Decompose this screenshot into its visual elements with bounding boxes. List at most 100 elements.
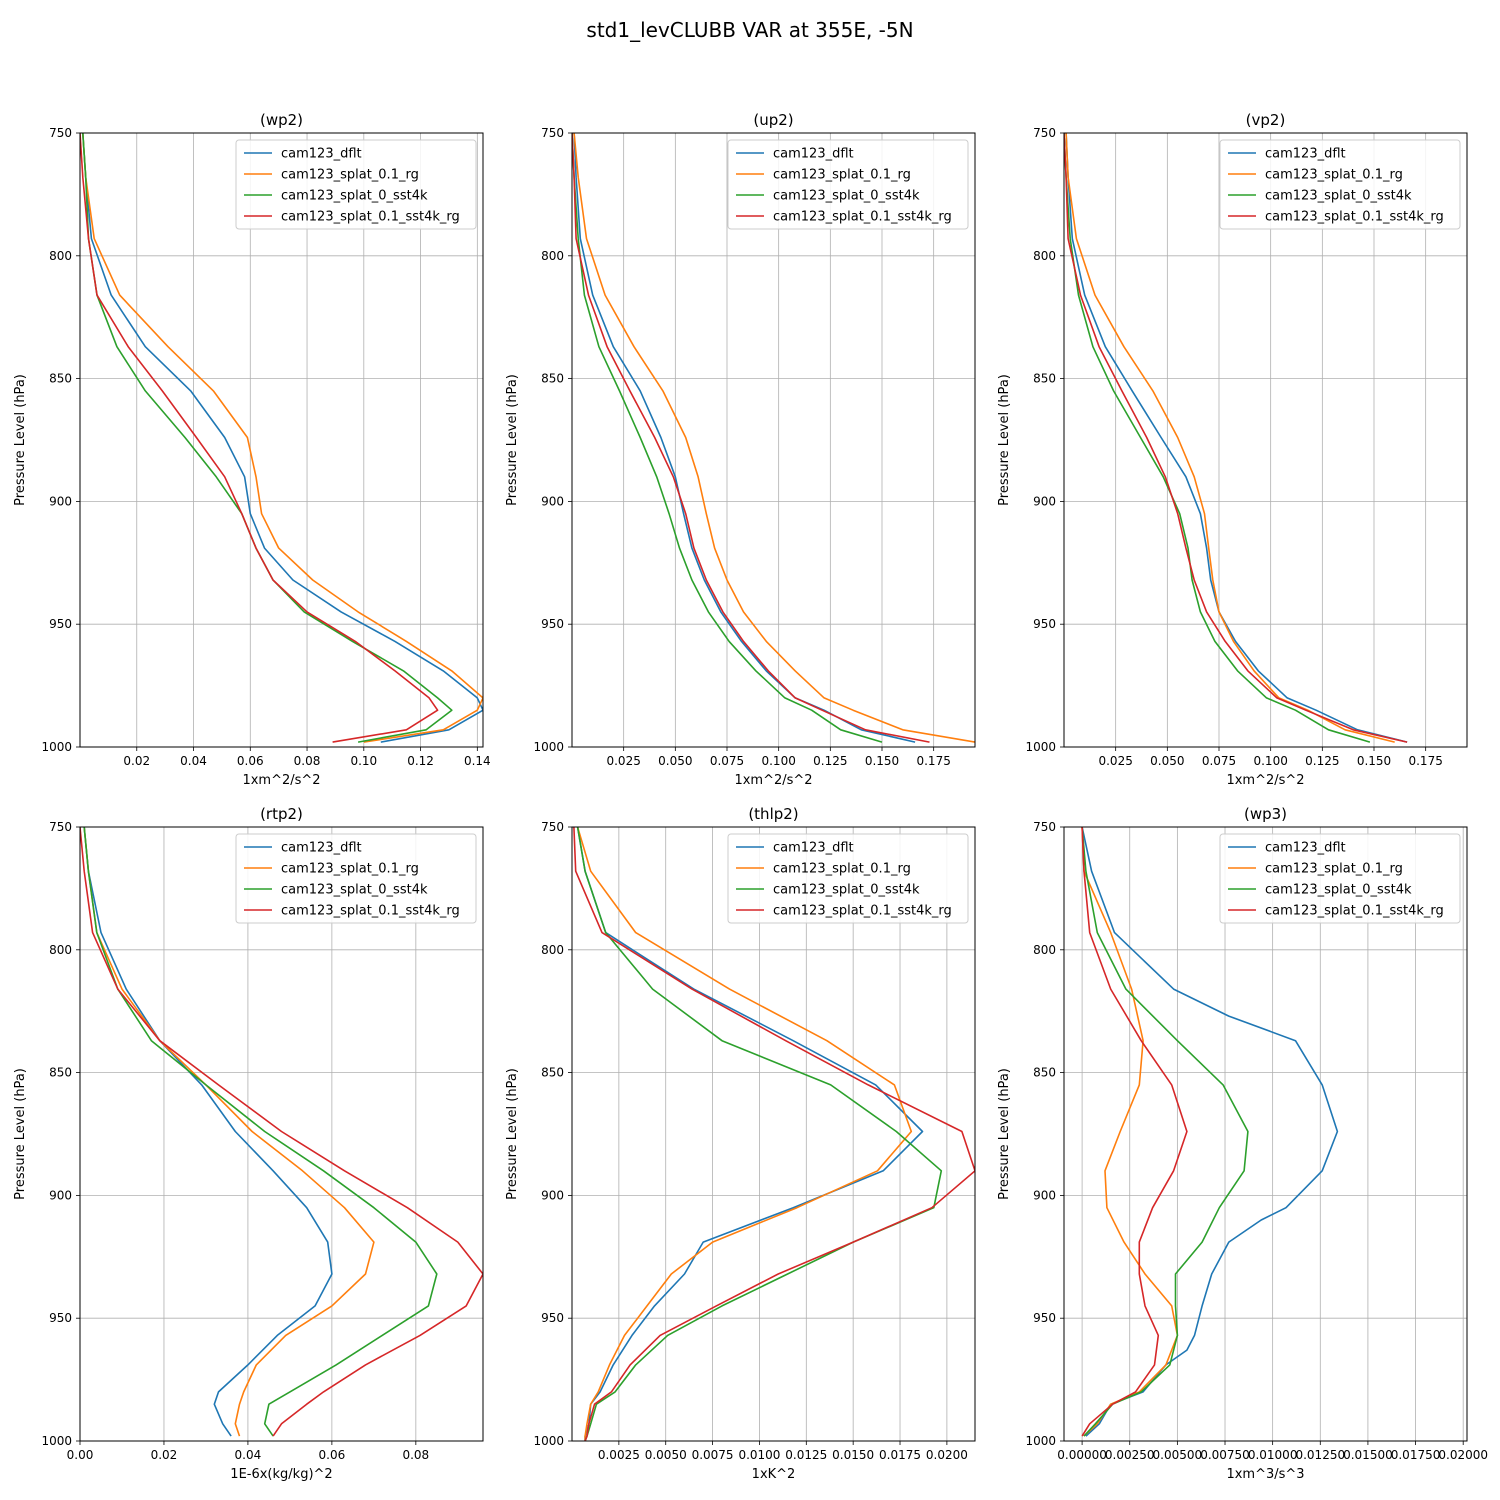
y-tick-label: 1000 xyxy=(41,1434,72,1448)
x-tick-label: 0.025 xyxy=(606,754,640,768)
plot-area xyxy=(80,133,483,747)
y-tick-label: 1000 xyxy=(533,1434,564,1448)
panel-title: (rtp2) xyxy=(260,805,303,823)
panel-title: (vp2) xyxy=(1246,111,1286,129)
legend-entry: cam123_splat_0.1_rg xyxy=(281,168,419,183)
x-tick-label: 0.125 xyxy=(813,754,847,768)
x-axis-label: 1xK^2 xyxy=(752,1467,796,1482)
series-line-cam123_splat_0_sst4k xyxy=(1064,133,1371,743)
legend-entry: cam123_splat_0_sst4k xyxy=(773,189,920,204)
y-tick-label: 850 xyxy=(49,372,72,386)
y-tick-label: 900 xyxy=(49,494,72,508)
x-axis-label: 1E-6x(kg/kg)^2 xyxy=(230,1467,332,1482)
x-tick-label: 0.04 xyxy=(235,1448,262,1462)
series-line-cam123_splat_0.1_sst4k_rg xyxy=(573,827,975,1441)
x-tick-label: 0.02 xyxy=(151,1448,178,1462)
x-tick-label: 0.08 xyxy=(294,754,321,768)
y-tick-label: 750 xyxy=(541,126,564,140)
x-tick-label: 0.0050 xyxy=(645,1448,687,1462)
axes-frame xyxy=(1063,132,1468,748)
y-tick-label: 1000 xyxy=(533,740,564,754)
axes-frame xyxy=(1063,826,1468,1442)
series-line-cam123_splat_0_sst4k xyxy=(1081,827,1249,1437)
y-tick-label: 750 xyxy=(49,820,72,834)
x-tick-label: 0.0100 xyxy=(738,1448,780,1462)
x-tick-label: 0.10 xyxy=(350,754,377,768)
panel-up2: 0.025 0.050 0.075 0.100 0.125 0.150 0.175 750 80… xyxy=(505,111,976,788)
x-tick-label: 0.00 xyxy=(67,1448,94,1462)
x-axis-label: 1xm^2/s^2 xyxy=(1226,773,1304,788)
y-tick-label: 800 xyxy=(541,249,564,263)
figure-title: std1_levCLUBB VAR at 355E, -5N xyxy=(586,18,913,42)
y-tick-label: 800 xyxy=(1033,943,1056,957)
y-tick-label: 800 xyxy=(541,943,564,957)
x-tick-label: 0.0075 xyxy=(692,1448,734,1462)
y-tick-label: 850 xyxy=(1033,1066,1056,1080)
legend-entry: cam123_dflt xyxy=(281,841,362,856)
legend-entry: cam123_splat_0.1_rg xyxy=(773,168,911,183)
x-tick-label: 0.150 xyxy=(865,754,899,768)
panel-title: (wp3) xyxy=(1244,805,1287,823)
legend-entry: cam123_dflt xyxy=(773,147,854,162)
series-line-cam123_splat_0_sst4k xyxy=(572,133,883,743)
x-tick-label: 0.06 xyxy=(319,1448,346,1462)
x-tick-label: 0.150 xyxy=(1357,754,1391,768)
legend-box xyxy=(1219,833,1461,924)
y-tick-label: 950 xyxy=(541,1311,564,1325)
axes-frame xyxy=(571,826,976,1442)
axes-frame xyxy=(79,826,484,1442)
panels: 0.02 0.04 0.06 0.08 0.10 0.12 0.14 750 800 850 900… xyxy=(13,111,1488,1482)
legend-entry: cam123_splat_0_sst4k xyxy=(281,883,428,898)
y-tick-label: 750 xyxy=(49,126,72,140)
panel-title: (up2) xyxy=(753,111,793,129)
x-tick-label: 0.02000 xyxy=(1438,1448,1488,1462)
x-tick-label: 0.0125 xyxy=(785,1448,827,1462)
panel-wp3: 0.000000.002500.005000.007500.010000.012… xyxy=(997,805,1488,1482)
legend-entry: cam123_dflt xyxy=(281,147,362,162)
series-line-cam123_splat_0.1_sst4k_rg xyxy=(572,133,930,743)
series-line-cam123_dflt xyxy=(83,827,333,1437)
y-tick-label: 750 xyxy=(1033,820,1056,834)
legend-entry: cam123_splat_0.1_sst4k_rg xyxy=(1265,904,1444,919)
legend-entry: cam123_splat_0.1_rg xyxy=(281,862,419,877)
legend: cam123_dflt cam123_splat_0.1_rg cam123_spl… xyxy=(1219,139,1461,230)
legend-box xyxy=(1219,139,1461,230)
y-tick-label: 900 xyxy=(1033,1188,1056,1202)
y-tick-label: 950 xyxy=(49,1311,72,1325)
legend-entry: cam123_splat_0.1_sst4k_rg xyxy=(773,210,952,225)
plot-area xyxy=(572,133,975,747)
panel-vp2: 0.025 0.050 0.075 0.100 0.125 0.150 0.175 750 80… xyxy=(997,111,1468,788)
legend-box xyxy=(235,139,477,230)
x-tick-label: 0.02 xyxy=(123,754,150,768)
plot-area xyxy=(1064,133,1467,747)
legend: cam123_dflt cam123_splat_0.1_rg cam123_spl… xyxy=(727,833,969,924)
x-tick-label: 0.050 xyxy=(658,754,692,768)
x-tick-label: 0.075 xyxy=(710,754,744,768)
x-tick-label: 0.14 xyxy=(464,754,491,768)
x-tick-label: 0.100 xyxy=(1253,754,1287,768)
legend-entry: cam123_splat_0.1_rg xyxy=(1265,168,1403,183)
y-tick-label: 750 xyxy=(1033,126,1056,140)
legend-entry: cam123_splat_0.1_sst4k_rg xyxy=(281,210,460,225)
y-tick-label: 850 xyxy=(541,372,564,386)
series-line-cam123_splat_0.1_rg xyxy=(576,827,913,1441)
x-tick-label: 0.075 xyxy=(1202,754,1236,768)
y-axis-label: Pressure Level (hPa) xyxy=(505,374,520,506)
legend-entry: cam123_splat_0.1_rg xyxy=(773,862,911,877)
legend-box xyxy=(727,139,969,230)
series-line-cam123_splat_0.1_sst4k_rg xyxy=(80,133,439,743)
y-tick-label: 950 xyxy=(541,617,564,631)
y-tick-label: 1000 xyxy=(1025,1434,1056,1448)
panel-wp2: 0.02 0.04 0.06 0.08 0.10 0.12 0.14 750 800 850 900… xyxy=(13,111,491,788)
y-tick-label: 900 xyxy=(541,494,564,508)
axes-frame xyxy=(79,132,484,748)
legend-entry: cam123_splat_0.1_sst4k_rg xyxy=(281,904,460,919)
x-tick-label: 0.06 xyxy=(237,754,264,768)
y-tick-label: 1000 xyxy=(41,740,72,754)
panel-thlp2: 0.0025 0.0050 0.0075 0.0100 0.0125 0.0150 0.01… xyxy=(505,805,976,1482)
y-tick-label: 850 xyxy=(1033,372,1056,386)
legend-entry: cam123_dflt xyxy=(1265,841,1346,856)
legend-entry: cam123_splat_0.1_rg xyxy=(1265,862,1403,877)
legend-box xyxy=(235,833,477,924)
